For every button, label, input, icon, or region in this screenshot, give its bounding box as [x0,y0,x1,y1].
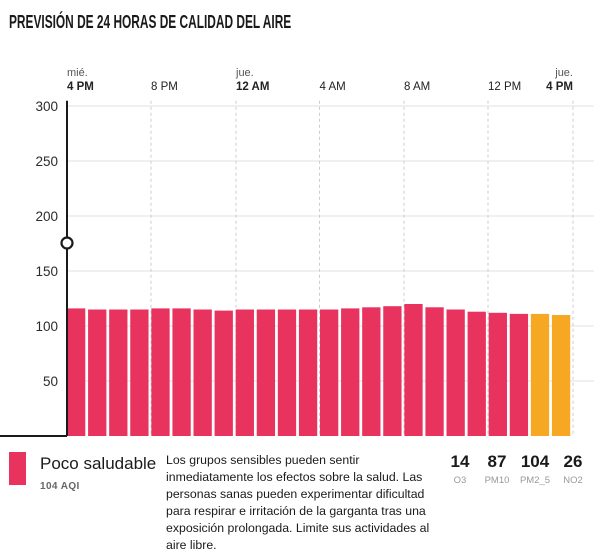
svg-text:150: 150 [35,264,58,279]
svg-text:12 PM: 12 PM [488,81,521,93]
svg-text:8 PM: 8 PM [151,81,178,93]
svg-text:8 AM: 8 AM [404,81,430,93]
svg-text:200: 200 [35,209,58,224]
svg-text:50: 50 [43,374,58,389]
svg-text:4 AM: 4 AM [320,81,346,93]
svg-text:mié.: mié. [67,67,88,79]
svg-text:4 PM: 4 PM [546,81,573,93]
svg-text:100: 100 [35,319,58,334]
svg-text:12 AM: 12 AM [236,81,269,93]
svg-text:4 PM: 4 PM [67,81,94,93]
svg-text:300: 300 [35,99,58,114]
svg-text:jue.: jue. [235,67,254,79]
svg-text:250: 250 [35,154,58,169]
svg-text:jue.: jue. [554,67,573,79]
